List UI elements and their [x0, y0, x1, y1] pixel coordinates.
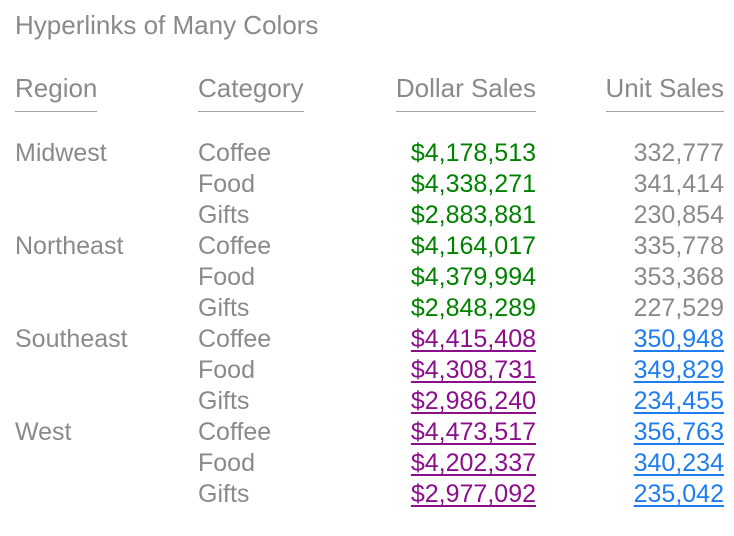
unit-sales-link[interactable]: 340,234 [633, 449, 724, 477]
region-cell [15, 355, 198, 386]
unit-sales-link[interactable]: 356,763 [633, 418, 724, 446]
category-cell: Coffee [198, 418, 272, 446]
table-row: Gifts $2,986,240 234,455 [15, 386, 724, 417]
dollar-sales-link[interactable]: $4,379,994 [410, 263, 536, 291]
column-header-region-label: Region [15, 74, 98, 112]
category-cell: Coffee [198, 139, 272, 167]
category-cell: Gifts [198, 480, 250, 508]
dollar-sales-link[interactable]: $4,415,408 [410, 325, 536, 353]
table-row: Food $4,379,994 353,368 [15, 262, 724, 293]
unit-sales-value: 230,854 [633, 201, 724, 229]
column-header-category: Category [198, 74, 368, 138]
column-header-dollar-sales-label: Dollar Sales [395, 74, 536, 112]
region-cell [15, 448, 198, 479]
category-cell: Food [198, 170, 255, 198]
category-cell: Gifts [198, 294, 250, 322]
unit-sales-value: 335,778 [633, 232, 724, 260]
unit-sales-value: 353,368 [633, 263, 724, 291]
page-title: Hyperlinks of Many Colors [15, 10, 319, 40]
dollar-sales-link[interactable]: $4,164,017 [410, 232, 536, 260]
region-cell: Southeast [15, 325, 128, 353]
region-cell [15, 386, 198, 417]
column-header-unit-sales: Unit Sales [536, 74, 724, 138]
dollar-sales-link[interactable]: $2,848,289 [410, 294, 536, 322]
dollar-sales-link[interactable]: $2,986,240 [410, 387, 536, 415]
region-cell [15, 293, 198, 324]
dollar-sales-link[interactable]: $4,202,337 [410, 449, 536, 477]
region-cell: Midwest [15, 139, 107, 167]
unit-sales-value: 332,777 [633, 139, 724, 167]
table-row: Food $4,202,337 340,234 [15, 448, 724, 479]
sales-table: Region Category Dollar Sales Unit Sales … [15, 74, 724, 510]
header-row: Region Category Dollar Sales Unit Sales [15, 74, 724, 138]
category-cell: Gifts [198, 387, 250, 415]
dollar-sales-link[interactable]: $2,977,092 [410, 480, 536, 508]
dollar-sales-link[interactable]: $4,308,731 [410, 356, 536, 384]
unit-sales-link[interactable]: 234,455 [633, 387, 724, 415]
region-cell: West [15, 418, 72, 446]
category-cell: Coffee [198, 325, 272, 353]
table-row: Food $4,338,271 341,414 [15, 169, 724, 200]
column-header-dollar-sales: Dollar Sales [368, 74, 536, 138]
table-row: Food $4,308,731 349,829 [15, 355, 724, 386]
region-cell [15, 479, 198, 510]
table-row: Southeast Coffee $4,415,408 350,948 [15, 324, 724, 355]
unit-sales-link[interactable]: 349,829 [633, 356, 724, 384]
dollar-sales-link[interactable]: $4,473,517 [410, 418, 536, 446]
column-header-unit-sales-label: Unit Sales [605, 74, 724, 112]
table-row: Gifts $2,977,092 235,042 [15, 479, 724, 510]
unit-sales-link[interactable]: 235,042 [633, 480, 724, 508]
table-row: Midwest Coffee $4,178,513 332,777 [15, 138, 724, 169]
category-cell: Food [198, 449, 255, 477]
category-cell: Coffee [198, 232, 272, 260]
unit-sales-value: 341,414 [633, 170, 724, 198]
unit-sales-link[interactable]: 350,948 [633, 325, 724, 353]
dollar-sales-link[interactable]: $4,178,513 [410, 139, 536, 167]
unit-sales-value: 227,529 [633, 294, 724, 322]
category-cell: Food [198, 356, 255, 384]
region-cell: Northeast [15, 232, 124, 260]
table-row: Gifts $2,883,881 230,854 [15, 200, 724, 231]
region-cell [15, 169, 198, 200]
column-header-region: Region [15, 74, 198, 138]
region-cell [15, 200, 198, 231]
region-cell [15, 262, 198, 293]
dollar-sales-link[interactable]: $2,883,881 [410, 201, 536, 229]
category-cell: Food [198, 263, 255, 291]
dollar-sales-link[interactable]: $4,338,271 [410, 170, 536, 198]
column-header-category-label: Category [198, 74, 304, 112]
table-row: West Coffee $4,473,517 356,763 [15, 417, 724, 448]
table-row: Northeast Coffee $4,164,017 335,778 [15, 231, 724, 262]
category-cell: Gifts [198, 201, 250, 229]
table-row: Gifts $2,848,289 227,529 [15, 293, 724, 324]
